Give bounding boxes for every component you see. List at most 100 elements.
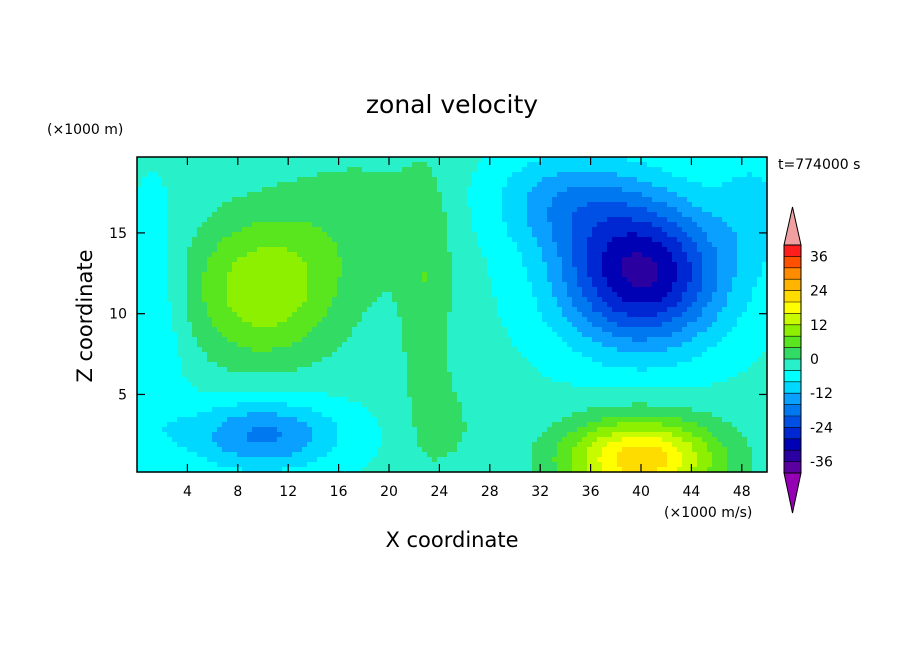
heatmap-cell (582, 222, 588, 228)
heatmap-cell (542, 272, 548, 278)
heatmap-cell (527, 172, 533, 178)
heatmap-cell (752, 232, 758, 238)
heatmap-cell (422, 257, 428, 263)
heatmap-cell (687, 242, 693, 248)
heatmap-cell (502, 347, 508, 353)
heatmap-cell (507, 317, 513, 323)
heatmap-cell (482, 347, 488, 353)
heatmap-cell (232, 277, 238, 283)
heatmap-cell (267, 277, 273, 283)
heatmap-cell (502, 162, 508, 168)
heatmap-cell (277, 157, 283, 163)
heatmap-cell (142, 282, 148, 288)
heatmap-cell (487, 217, 493, 223)
heatmap-cell (707, 297, 713, 303)
heatmap-cell (422, 202, 428, 208)
heatmap-cell (612, 177, 618, 183)
heatmap-cell (637, 217, 643, 223)
heatmap-cell (437, 227, 443, 233)
heatmap-cell (477, 212, 483, 218)
heatmap-cell (317, 202, 323, 208)
heatmap-cell (152, 182, 158, 188)
heatmap-cell (662, 327, 668, 333)
heatmap-cell (492, 282, 498, 288)
heatmap-cell (417, 327, 423, 333)
heatmap-cell (372, 272, 378, 278)
heatmap-cell (157, 287, 163, 293)
heatmap-cell (277, 262, 283, 268)
heatmap-cell (592, 237, 598, 243)
heatmap-cell (217, 352, 223, 358)
heatmap-cell (227, 197, 233, 203)
heatmap-cell (212, 237, 218, 243)
heatmap-cell (262, 197, 268, 203)
heatmap-cell (352, 282, 358, 288)
heatmap-cell (457, 252, 463, 258)
heatmap-cell (632, 257, 638, 263)
heatmap-cell (207, 167, 213, 173)
heatmap-cell (327, 352, 333, 358)
heatmap-cell (622, 297, 628, 303)
heatmap-cell (657, 342, 663, 348)
heatmap-cell (647, 267, 653, 273)
heatmap-cell (437, 302, 443, 308)
heatmap-cell (662, 172, 668, 178)
heatmap-cell (622, 222, 628, 228)
heatmap-cell (512, 302, 518, 308)
heatmap-cell (617, 207, 623, 213)
heatmap-cell (642, 267, 648, 273)
heatmap-cell (477, 322, 483, 328)
heatmap-cell (157, 352, 163, 358)
heatmap-cell (307, 257, 313, 263)
heatmap-cell (227, 337, 233, 343)
heatmap-cell (267, 347, 273, 353)
heatmap-cell (547, 207, 553, 213)
heatmap-cell (402, 162, 408, 168)
heatmap-cell (532, 312, 538, 318)
heatmap-cell (452, 327, 458, 333)
heatmap-cell (682, 322, 688, 328)
heatmap-cell (487, 252, 493, 258)
heatmap-cell (702, 187, 708, 193)
heatmap-cell (477, 162, 483, 168)
heatmap-cell (542, 317, 548, 323)
heatmap-cell (477, 177, 483, 183)
heatmap-cell (457, 317, 463, 323)
heatmap-cell (552, 157, 558, 163)
heatmap-cell (522, 252, 528, 258)
heatmap-cell (707, 327, 713, 333)
heatmap-cell (637, 332, 643, 338)
heatmap-cell (597, 172, 603, 178)
heatmap-cell (477, 242, 483, 248)
heatmap-cell (367, 192, 373, 198)
heatmap-cell (592, 197, 598, 203)
heatmap-cell (642, 192, 648, 198)
heatmap-cell (617, 277, 623, 283)
heatmap-cell (217, 312, 223, 318)
heatmap-cell (547, 237, 553, 243)
heatmap-cell (682, 257, 688, 263)
heatmap-cell (232, 217, 238, 223)
heatmap-cell (582, 277, 588, 283)
heatmap-cell (232, 267, 238, 273)
heatmap-cell (392, 312, 398, 318)
heatmap-cell (557, 192, 563, 198)
heatmap-cell (447, 172, 453, 178)
heatmap-cell (562, 302, 568, 308)
heatmap-cell (362, 172, 368, 178)
heatmap-cell (517, 287, 523, 293)
heatmap-cell (447, 207, 453, 213)
heatmap-cell (607, 257, 613, 263)
heatmap-cell (442, 242, 448, 248)
heatmap-cell (472, 227, 478, 233)
heatmap-cell (322, 307, 328, 313)
heatmap-cell (552, 242, 558, 248)
heatmap-cell (247, 257, 253, 263)
heatmap-cell (547, 157, 553, 163)
heatmap-cell (437, 192, 443, 198)
heatmap-cell (207, 232, 213, 238)
heatmap-cell (167, 267, 173, 273)
heatmap-cell (637, 242, 643, 248)
heatmap-cell (717, 347, 723, 353)
heatmap-cell (342, 187, 348, 193)
